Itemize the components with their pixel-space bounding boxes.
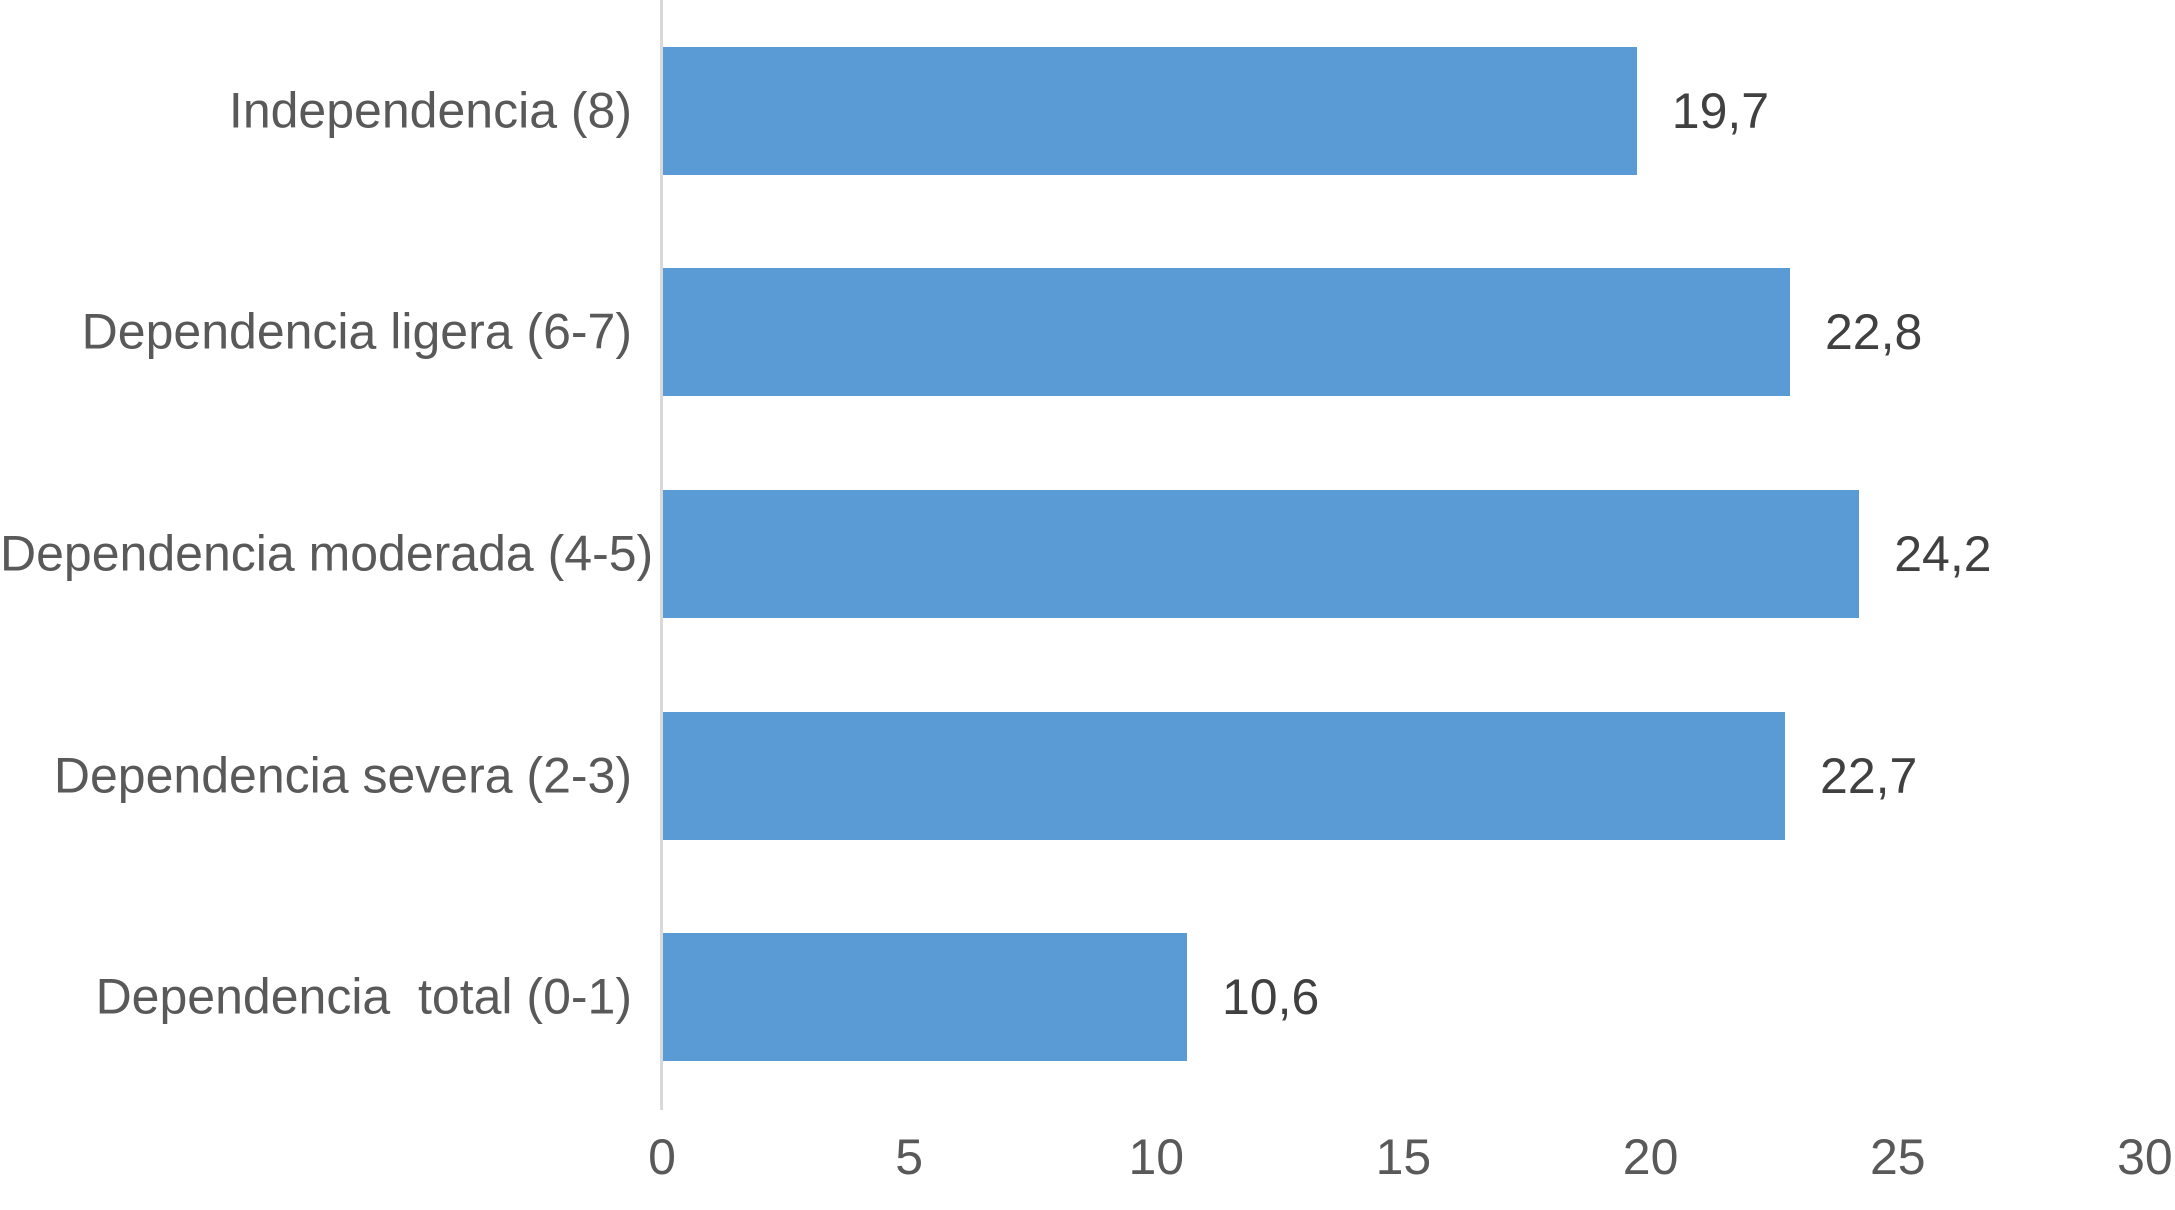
category-label: Dependencia ligera (6-7) [81,303,632,360]
x-axis-tick-label: 5 [895,1129,924,1185]
chart-row: Dependencia ligera (6-7) 22,8 [0,222,2175,444]
bar [663,268,1790,397]
bar [663,46,1637,175]
y-axis-line [660,0,663,1110]
category-label: Dependencia moderada (4-5) [0,525,654,582]
value-label: 22,7 [1820,747,1918,804]
chart-row: Dependencia total (0-1) 10,6 [0,886,2175,1108]
category-label: Independencia (8) [228,82,632,139]
x-axis-tick-labels: 0 5 10 15 20 25 30 [0,1128,2175,1198]
value-label: 22,8 [1825,304,1923,361]
chart-row: Dependencia moderada (4-5) 24,2 [0,443,2175,665]
x-axis-tick-label: 25 [1869,1129,1926,1185]
chart-row: Dependencia severa (2-3) 22,7 [0,665,2175,887]
x-axis-tick-label: 30 [2117,1129,2173,1185]
category-label: Dependencia total (0-1) [95,968,632,1025]
x-axis-tick-label: 0 [648,1129,676,1185]
bar [663,933,1187,1062]
value-label: 10,6 [1221,969,1320,1026]
category-label: Dependencia severa (2-3) [53,747,632,804]
x-axis-tick-label: 15 [1375,1129,1432,1185]
chart-row: Independencia (8) 19,7 [0,0,2175,222]
value-label: 24,2 [1894,525,1992,582]
value-label: 19,7 [1671,82,1770,139]
x-axis-tick-label: 10 [1128,1129,1185,1185]
x-axis-tick-label: 20 [1622,1129,1679,1185]
bar [663,711,1786,840]
bar [663,489,1860,618]
